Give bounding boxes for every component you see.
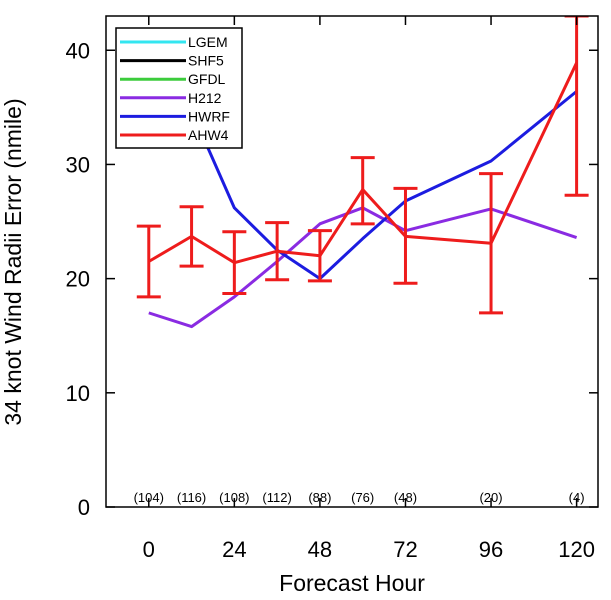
error-bar-ahw4 [265, 221, 290, 282]
sample-count-label: (108) [219, 490, 249, 505]
x-tick-label: 0 [143, 537, 155, 562]
sample-count-label: (4) [569, 490, 585, 505]
legend: LGEM SHF5 GFDL H212 HWRF AHW4 [115, 27, 243, 149]
legend-label: GFDL [188, 71, 226, 87]
legend-item: LGEM [120, 34, 228, 50]
y-tick-label: 0 [78, 495, 90, 520]
x-tick-label: 120 [558, 537, 595, 562]
series-line-h212 [148, 206, 578, 329]
plot-frame [105, 15, 599, 508]
y-tick-label: 20 [66, 267, 90, 292]
sample-count-label: (112) [262, 490, 291, 505]
error-bar-ahw4 [136, 224, 161, 299]
axis-ticks: 0 24 48 72 96 120 0 10 20 30 40 [66, 16, 598, 562]
x-tick-label: 48 [308, 537, 332, 562]
x-axis-title: Forecast Hour [279, 570, 425, 596]
legend-item: AHW4 [120, 127, 229, 143]
sample-count-label: (104) [134, 490, 164, 505]
error-bars [136, 16, 589, 315]
legend-box [115, 27, 243, 149]
legend-label: SHF5 [188, 53, 224, 69]
sample-count-label: (20) [479, 490, 502, 505]
error-bar-ahw4 [179, 205, 204, 268]
sample-count-label: (76) [351, 490, 374, 505]
error-bar-ahw4 [350, 156, 375, 226]
sample-count-label: (116) [177, 490, 206, 505]
legend-label: LGEM [188, 34, 228, 50]
legend-label: H212 [188, 90, 222, 106]
y-tick-label: 10 [66, 381, 90, 406]
legend-item: GFDL [120, 71, 226, 87]
legend-item: SHF5 [120, 53, 224, 69]
error-bar-ahw4 [222, 230, 247, 295]
legend-item: H212 [120, 90, 222, 106]
legend-item: HWRF [120, 108, 230, 124]
error-bar-ahw4 [307, 229, 332, 283]
error-bar-ahw4 [479, 172, 504, 315]
y-tick-label: 30 [66, 152, 90, 177]
legend-label: HWRF [188, 108, 230, 124]
legend-label: AHW4 [188, 127, 229, 143]
x-tick-label: 96 [479, 537, 503, 562]
x-tick-label: 72 [393, 537, 417, 562]
x-tick-label: 24 [222, 537, 246, 562]
y-axis-title: 34 knot Wind Radii Error (nmile) [0, 98, 26, 425]
error-bar-ahw4 [564, 16, 589, 197]
y-tick-label: 40 [66, 38, 90, 63]
sample-count-label: (88) [308, 490, 331, 505]
sample-counts: (104) (116) (108) (112) (88) (76) (48) (20) (4) [134, 490, 585, 505]
sample-count-label: (48) [394, 490, 417, 505]
error-bar-ahw4 [393, 186, 418, 285]
